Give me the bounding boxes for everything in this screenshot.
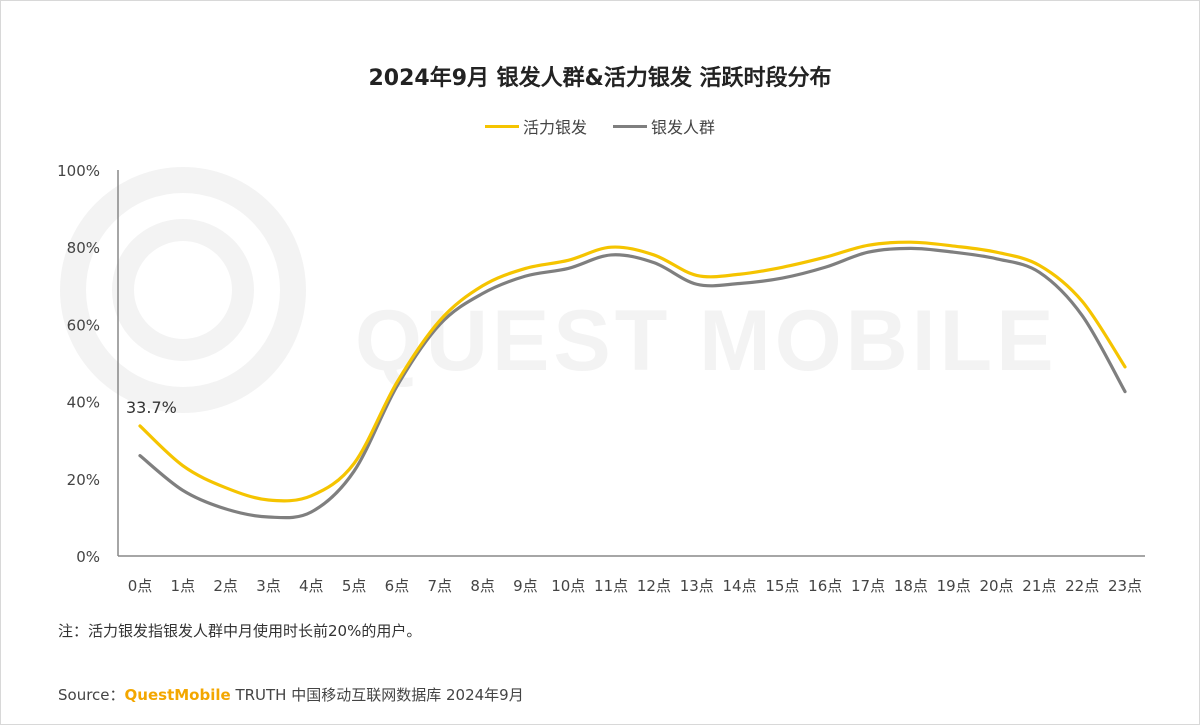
y-tick-label: 20% — [67, 471, 100, 489]
x-tick-label: 12点 — [637, 577, 671, 595]
y-tick-label: 0% — [76, 548, 100, 566]
watermark-text: QUEST MOBILE — [355, 293, 1058, 389]
legend-item-0: 活力银发 — [484, 114, 587, 138]
x-tick-label: 15点 — [765, 577, 799, 595]
y-tick-label: 80% — [67, 239, 100, 257]
x-tick-label: 10点 — [551, 577, 585, 595]
y-tick-label: 100% — [57, 162, 100, 180]
x-tick-label: 21点 — [1022, 577, 1056, 595]
legend-swatch — [613, 124, 647, 128]
x-tick-label: 18点 — [894, 577, 928, 595]
data-label: 33.7% — [126, 398, 177, 417]
source-prefix: Source： — [58, 686, 125, 704]
source-text: TRUTH 中国移动互联网数据库 2024年9月 — [230, 686, 524, 704]
x-tick-label: 0点 — [128, 577, 153, 595]
footnote: 注：活力银发指银发人群中月使用时长前20%的用户。 — [58, 622, 422, 640]
watermark-logo-ring — [60, 167, 306, 413]
x-tick-label: 20点 — [979, 577, 1013, 595]
x-tick-label: 23点 — [1108, 577, 1142, 595]
x-tick-label: 7点 — [428, 577, 453, 595]
legend-label: 活力银发 — [522, 118, 587, 137]
x-tick-label: 17点 — [851, 577, 885, 595]
x-tick-label: 4点 — [299, 577, 324, 595]
watermark-logo-inner — [112, 219, 254, 361]
x-tick-label: 9点 — [513, 577, 538, 595]
x-tick-label: 14点 — [723, 577, 757, 595]
source-brand: QuestMobile — [124, 686, 231, 704]
x-tick-label: 11点 — [594, 577, 628, 595]
x-tick-label: 13点 — [680, 577, 714, 595]
source-line: Source：QuestMobile TRUTH 中国移动互联网数据库 2024… — [58, 684, 524, 705]
y-tick-label: 40% — [67, 394, 100, 412]
x-tick-label: 19点 — [937, 577, 971, 595]
y-tick-label: 60% — [67, 316, 100, 334]
legend: 活力银发 银发人群 — [0, 114, 1200, 138]
x-tick-label: 8点 — [470, 577, 495, 595]
legend-item-1: 银发人群 — [613, 114, 715, 138]
x-tick-label: 22点 — [1065, 577, 1099, 595]
legend-label: 银发人群 — [651, 118, 716, 137]
x-tick-label: 1点 — [171, 577, 196, 595]
x-tick-label: 6点 — [385, 577, 410, 595]
chart-title: 2024年9月 银发人群&活力银发 活跃时段分布 — [368, 66, 832, 91]
x-tick-label: 16点 — [808, 577, 842, 595]
x-tick-label: 2点 — [213, 577, 238, 595]
legend-swatch — [484, 124, 519, 128]
x-tick-label: 3点 — [256, 577, 281, 595]
x-tick-label: 5点 — [342, 577, 367, 595]
